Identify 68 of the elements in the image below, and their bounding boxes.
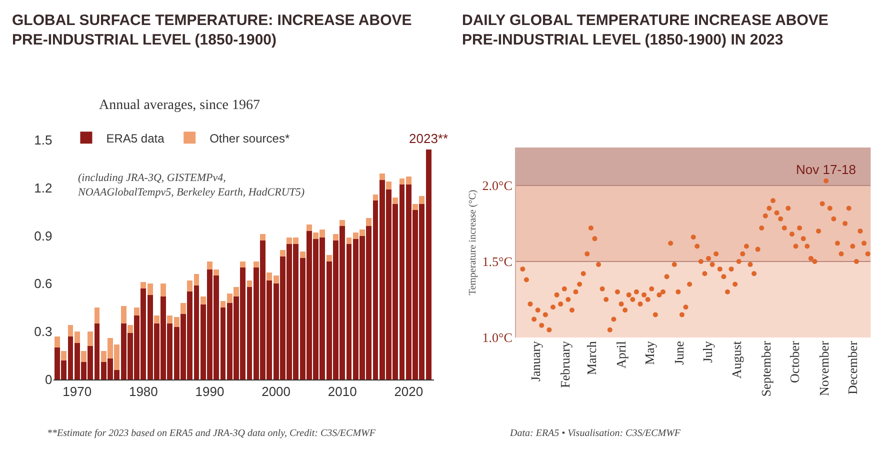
bar [127,325,133,334]
y-tick-label: 1.5 [34,132,52,148]
x-tick-label: September [758,340,774,397]
bar [81,350,86,362]
bar [260,234,266,241]
bar [326,254,332,262]
chart-title: GLOBAL SURFACE TEMPERATURE: INCREASE ABOVE PRE-INDUSTRIAL LEVEL (1850-1900) [12,12,412,48]
bar [246,280,252,287]
y-tick-label: 0 [45,372,52,388]
bar [207,261,212,270]
x-tick-label: 2010 [328,384,357,400]
legend-label: ERA5 data [106,131,165,146]
chart-title: DAILY GLOBAL TEMPERATURE INCREASE ABOVE PRE-INDUSTRIAL LEVEL (1850-1900) IN 2023 [462,12,828,48]
x-tick-label: June [671,340,686,365]
bar [366,218,372,226]
chart-subtitle: Annual averages, since 1967 [99,98,260,113]
bar [333,234,338,241]
y-tick-label: 0.3 [34,324,52,340]
x-tick-label: November [816,340,832,396]
x-tick-label: March [584,340,600,376]
x-tick-label: 2020 [394,384,424,400]
y-tick-label: 1.5°C [482,254,512,270]
x-tick-label: May [642,340,657,365]
x-tick-label: January [528,340,544,382]
annotation: (including JRA-3Q, GISTEMPv4, NOAAGlobalTempv5, Berkeley Earth, HadCRUT5) [77,172,305,198]
legend-label: Other sources* [210,131,290,146]
bar [300,252,306,258]
x-tick-label: 1970 [62,384,92,400]
x-tick-label: 2000 [262,384,290,400]
y-axis-title: Temperature increase (°C) [467,190,478,296]
bar [88,332,94,346]
annotation: 2023** [409,131,448,146]
bar [134,308,140,316]
bar [214,269,220,276]
y-tick-label: 0.6 [34,276,52,292]
x-tick-label: 1980 [128,384,158,400]
x-tick-label: April [614,340,629,369]
bar [240,261,246,268]
bar [94,308,100,324]
bar [280,250,286,257]
bar [340,220,346,226]
bar [154,316,160,324]
x-tick-label: July [700,340,715,363]
x-tick-label: 1990 [195,384,224,400]
bar [392,197,398,204]
bar [180,302,186,314]
text: Data: ERA5 • Visualisation: C3S/ECMWF [509,428,682,439]
bar [160,284,166,296]
annotation: Nov 17-18 [796,162,856,177]
bar [412,204,418,210]
bar [54,336,60,348]
bar [253,261,259,268]
y-tick-label: 0.9 [34,228,52,244]
x-tick-label: October [787,340,802,383]
y-tick-label: 1.0°C [482,330,512,346]
x-tick-label: February [558,340,573,388]
bar [419,196,425,204]
y-tick-label: 2.0°C [482,178,512,193]
bar [306,224,312,231]
bar [379,173,385,180]
x-tick-label: August [729,340,744,379]
y-tick-label: 1.2 [34,180,52,196]
bar [200,296,206,304]
bar [120,306,126,324]
bar [61,350,67,360]
text: **Estimate for 2023 based on ERA5 and JRA-3Q data only, Credit: C3S/ECMWF [47,428,376,439]
x-tick-label: December [844,340,860,395]
bar [386,181,392,190]
